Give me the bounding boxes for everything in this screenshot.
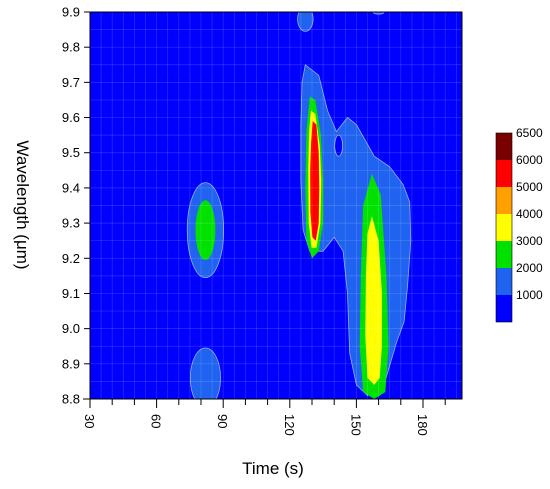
colorbar: 6500 6000 5000 4000 3000 2000 1000 [495, 126, 543, 323]
y-tick-label: 9.0 [62, 321, 80, 336]
contour-right-3000 [365, 216, 382, 385]
x-tick-label: 180 [415, 414, 430, 436]
y-tick-label: 9.8 [62, 40, 80, 55]
colorbar-swatch [496, 187, 512, 214]
x-tick-label: 120 [282, 414, 297, 436]
x-tick-label: 60 [149, 414, 164, 428]
y-tick-label: 9.7 [62, 75, 80, 90]
colorbar-label: 5000 [516, 180, 543, 194]
contour-left-upper-2000 [195, 200, 216, 261]
x-axis-title: Time (s) [242, 459, 304, 478]
contour-hole-0 [334, 134, 344, 157]
y-tick-label: 9.4 [62, 180, 80, 195]
colorbar-swatch [496, 133, 512, 160]
y-tick-label: 8.8 [62, 392, 80, 407]
colorbar-label: 1000 [516, 288, 543, 302]
plot-area [89, 11, 463, 400]
contour-left-lower-1000 [189, 347, 221, 399]
colorbar-swatch [496, 295, 512, 322]
colorbar-swatch [496, 160, 512, 187]
contour-regions [186, 12, 412, 399]
y-tick-label: 9.3 [62, 216, 80, 231]
x-axis: 30 60 90 120 150 180 [82, 398, 462, 436]
y-tick-label: 9.9 [62, 5, 80, 20]
colorbar-swatch [496, 268, 512, 295]
contour-central-5000 [310, 121, 320, 241]
colorbar-label: 6500 [516, 126, 543, 140]
x-tick-label: 150 [348, 414, 363, 436]
contour-top-1000 [297, 12, 314, 32]
y-axis-title: Wavelength (μm) [13, 140, 32, 269]
colorbar-label: 4000 [516, 207, 543, 221]
colorbar-label: 6000 [516, 153, 543, 167]
y-tick-label: 9.5 [62, 145, 80, 160]
y-tick-label: 8.9 [62, 356, 80, 371]
grid-lines [90, 12, 462, 399]
y-tick-label: 9.2 [62, 251, 80, 266]
y-tick-label: 9.1 [62, 286, 80, 301]
colorbar-swatch [496, 214, 512, 241]
x-tick-label: 90 [215, 414, 230, 428]
y-axis: 8.8 8.9 9.0 9.1 9.2 9.3 9.4 9.5 9.6 9.7 9.8 9.9 [62, 5, 91, 407]
x-tick-label: 30 [82, 414, 97, 428]
y-tick-label: 9.6 [62, 110, 80, 125]
colorbar-label: 2000 [516, 261, 543, 275]
colorbar-label: 3000 [516, 234, 543, 248]
colorbar-swatch [496, 241, 512, 268]
colorbar-frame [495, 132, 513, 323]
